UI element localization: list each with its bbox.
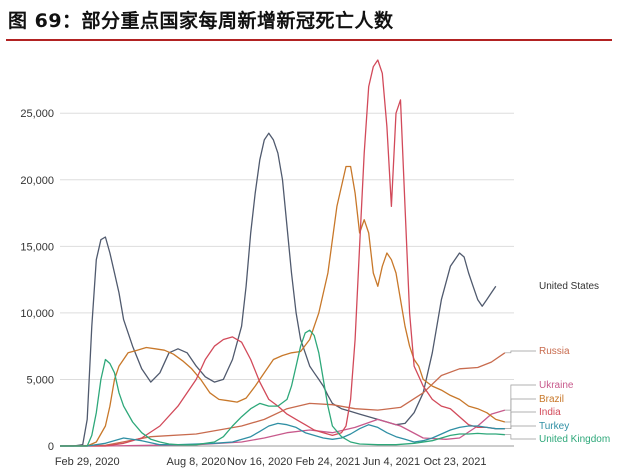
- series-line-brazil: [60, 165, 506, 447]
- x-tick-label: Aug 8, 2020: [167, 456, 226, 468]
- end-labels: United States Russia Ukraine Brazil Indi…: [539, 281, 610, 445]
- y-tick-label: 10,000: [20, 308, 54, 320]
- x-tick-label: Feb 24, 2021: [295, 456, 360, 468]
- y-tick-label: 20,000: [20, 175, 54, 187]
- y-axis-labels: 0 5,000 10,000 15,000 20,000 25,000: [20, 108, 54, 453]
- y-tick-label: 25,000: [20, 108, 54, 120]
- series-line-india: [60, 59, 505, 447]
- x-tick-label: Jun 4, 2021: [363, 456, 421, 468]
- leader-turkey: [504, 425, 536, 430]
- label-united-kingdom: United Kingdom: [539, 434, 610, 445]
- label-ukraine: Ukraine: [539, 380, 574, 391]
- leader-ukraine: [504, 384, 536, 411]
- leader-united-kingdom: [504, 434, 536, 440]
- label-united-states: United States: [539, 281, 599, 292]
- title-rule: [6, 39, 612, 41]
- series-line-russia: [59, 352, 506, 447]
- x-tick-label: Oct 23, 2021: [423, 456, 486, 468]
- x-tick-label: Nov 16, 2020: [227, 456, 292, 468]
- leader-russia: [504, 350, 536, 354]
- label-russia: Russia: [539, 346, 570, 357]
- x-axis-labels: Feb 29, 2020 Aug 8, 2020 Nov 16, 2020 Feb 2…: [55, 456, 487, 468]
- series-group: [59, 59, 506, 447]
- y-tick-label: 15,000: [20, 241, 54, 253]
- label-india: India: [539, 407, 561, 418]
- label-turkey: Turkey: [539, 421, 569, 432]
- x-tick-label: Feb 29, 2020: [55, 456, 120, 468]
- label-leader-lines: [504, 350, 536, 440]
- series-line-united-states: [60, 132, 497, 447]
- y-tick-label: 5,000: [26, 374, 54, 386]
- series-line-united-kingdom: [60, 329, 505, 447]
- label-brazil: Brazil: [539, 394, 564, 405]
- y-tick-label: 0: [48, 441, 54, 453]
- leader-brazil: [504, 398, 536, 423]
- figure-title: 图 69：部分重点国家每周新增新冠死亡人数: [8, 10, 394, 32]
- grid-lines: [60, 112, 514, 380]
